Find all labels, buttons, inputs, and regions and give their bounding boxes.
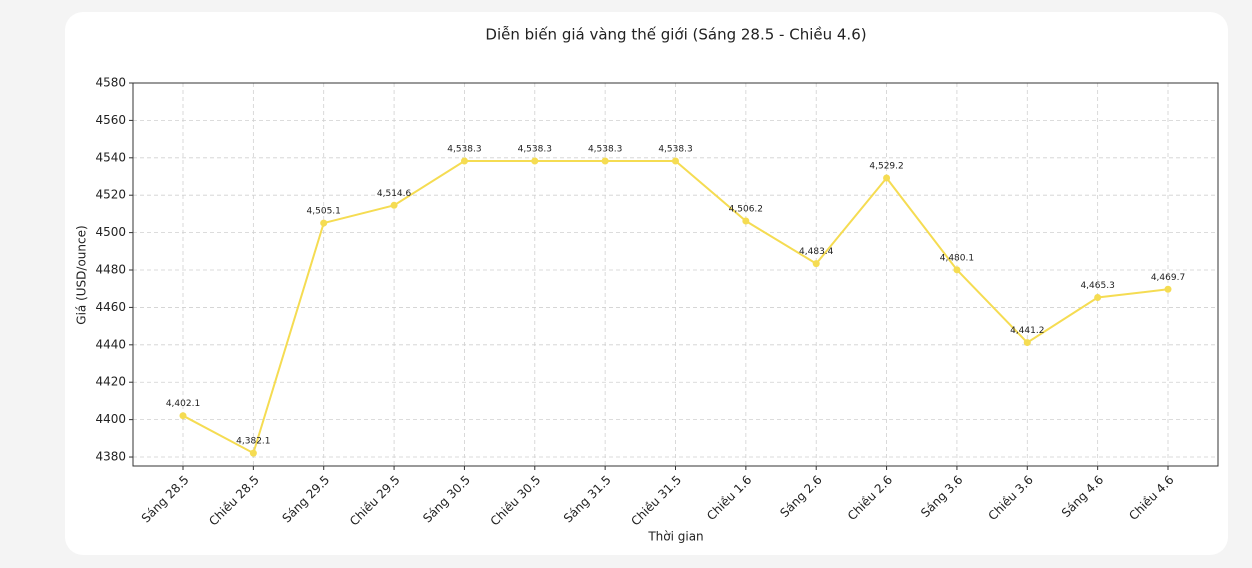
x-tick-label: Chiều 29.5 [347,473,403,529]
y-tick-label: 4380 [95,450,126,464]
y-tick-label: 4520 [95,188,126,202]
point [953,266,961,274]
plot-frame [132,82,1219,467]
point [390,201,398,209]
point [320,219,328,227]
x-tick-label: Sáng 28.5 [139,473,192,526]
point [742,217,750,225]
x-axis-label: Thời gian [647,530,703,544]
point [883,174,891,182]
y-tick-label: 4440 [95,337,126,351]
value-label: 4,480.1 [940,253,974,263]
value-label: 4,506.2 [729,205,763,215]
y-tick-label: 4480 [95,263,126,277]
x-tick-label: Chiều 31.5 [628,473,684,529]
value-label: 4,538.3 [518,144,552,154]
value-label: 4,514.6 [377,189,412,199]
x-tick-label: Sáng 31.5 [561,473,614,526]
x-tick-label: Chiều 30.5 [488,473,544,529]
value-label: 4,382.1 [236,437,270,447]
point [1164,285,1172,293]
point [672,157,679,165]
y-tick-label: 4580 [95,76,126,90]
chart-title: Diễn biến giá vàng thế giới (Sáng 28.5 -… [485,26,866,44]
y-tick-label: 4540 [95,150,126,164]
card [65,12,1228,555]
y-axis-label: Giá (USD/ounce) [75,225,89,324]
x-tick-label: Sáng 30.5 [420,473,473,526]
point [1094,294,1102,302]
value-label: 4,529.2 [869,162,903,172]
point [531,157,539,165]
y-tick-label: 4500 [95,225,126,239]
x-tick-label: Chiều 2.6 [845,473,895,523]
y-tick-label: 4460 [95,300,126,314]
x-tick-label: Sáng 3.6 [918,473,965,520]
x-tick-label: Chiều 28.5 [206,473,262,529]
y-tick-label: 4420 [95,375,126,389]
point [601,157,609,165]
point [1023,339,1031,347]
value-label: 4,538.3 [588,144,622,154]
value-label: 4,402.1 [166,399,200,409]
value-label: 4,441.2 [1010,326,1044,336]
value-label: 4,465.3 [1080,281,1114,291]
x-tick-label: Sáng 2.6 [777,473,824,520]
x-tick-label: Chiều 3.6 [986,473,1036,523]
x-tick-label: Sáng 4.6 [1059,473,1106,520]
point [179,412,187,420]
value-label: 4,538.3 [658,144,692,154]
y-tick-label: 4560 [95,113,126,127]
point [249,449,257,457]
x-tick-label: Chiều 1.6 [704,473,754,523]
x-tick-label: Chiều 4.6 [1126,473,1176,523]
value-label: 4,469.7 [1151,273,1185,283]
value-label: 4,483.4 [799,247,834,257]
point [812,260,820,268]
y-tick-label: 4400 [95,412,126,426]
value-label: 4,505.1 [307,207,341,217]
value-label: 4,538.3 [447,144,481,154]
x-tick-label: Sáng 29.5 [279,473,332,526]
point [460,157,468,165]
